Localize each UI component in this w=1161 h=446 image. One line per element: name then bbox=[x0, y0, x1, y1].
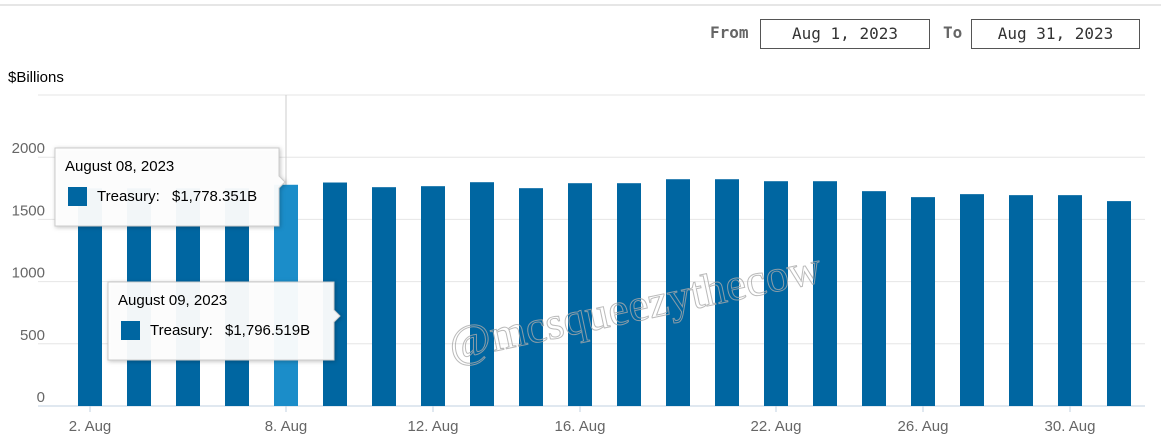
x-tick-label: 30. Aug bbox=[1045, 418, 1096, 435]
y-tick-label: 2000 bbox=[12, 140, 45, 157]
bar bbox=[1107, 201, 1131, 406]
y-tick-label: 1500 bbox=[12, 202, 45, 219]
x-tick-label: 26. Aug bbox=[898, 418, 949, 435]
bar bbox=[813, 181, 837, 406]
y-tick-label: 500 bbox=[20, 327, 45, 344]
bar bbox=[421, 186, 445, 406]
bar bbox=[911, 197, 935, 406]
bar bbox=[960, 194, 984, 406]
tooltip-series: Treasury: bbox=[97, 188, 160, 205]
tooltip-series: Treasury: bbox=[150, 322, 213, 339]
bar bbox=[568, 183, 592, 406]
bar bbox=[1058, 195, 1082, 406]
tooltip: August 08, 2023 Treasury: $1,778.351B bbox=[54, 147, 286, 227]
y-axis-label: $Billions bbox=[8, 69, 64, 86]
x-tick-label: 2. Aug bbox=[69, 418, 112, 435]
bar bbox=[862, 191, 886, 406]
tooltip-box bbox=[107, 281, 341, 361]
tooltip-value: $1,796.519B bbox=[225, 322, 310, 339]
tooltip-title: August 08, 2023 bbox=[65, 158, 174, 175]
bar bbox=[519, 188, 543, 406]
bar bbox=[715, 179, 739, 406]
x-tick-label: 12. Aug bbox=[408, 418, 459, 435]
from-input[interactable]: Aug 1, 2023 bbox=[760, 19, 930, 49]
y-tick-label: 1000 bbox=[12, 265, 45, 282]
to-label: To bbox=[943, 23, 963, 42]
tooltip-swatch bbox=[68, 187, 87, 206]
tooltip-value: $1,778.351B bbox=[172, 188, 257, 205]
bar bbox=[764, 181, 788, 406]
tooltip-box bbox=[54, 147, 286, 227]
tooltip-title: August 09, 2023 bbox=[118, 292, 227, 309]
bar bbox=[617, 183, 641, 406]
from-label: From bbox=[710, 23, 749, 42]
tooltip: August 09, 2023 Treasury: $1,796.519B bbox=[107, 281, 341, 361]
to-input[interactable]: Aug 31, 2023 bbox=[971, 19, 1140, 49]
bar bbox=[372, 187, 396, 406]
tooltip-swatch bbox=[121, 321, 140, 340]
x-tick-label: 16. Aug bbox=[555, 418, 606, 435]
bar bbox=[666, 179, 690, 406]
y-tick-label: 0 bbox=[37, 389, 45, 406]
x-tick-label: 22. Aug bbox=[751, 418, 802, 435]
bar bbox=[470, 182, 494, 406]
bar bbox=[1009, 195, 1033, 406]
x-tick-label: 8. Aug bbox=[265, 418, 308, 435]
